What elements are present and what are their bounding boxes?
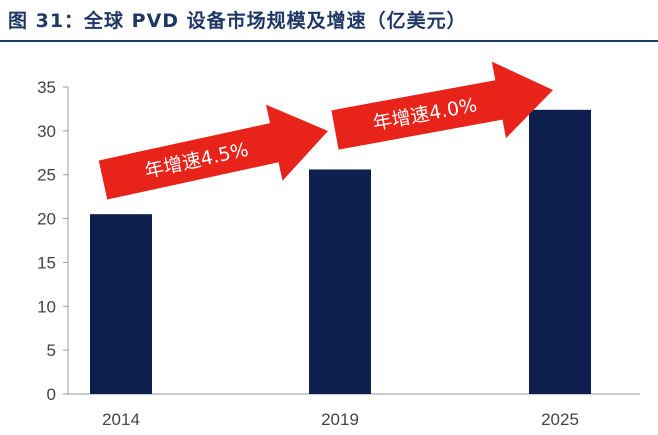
- x-tick-label: 2025: [541, 410, 579, 429]
- x-tick-label: 2014: [102, 410, 140, 429]
- y-tick-label: 0: [47, 385, 56, 404]
- y-tick-label: 10: [37, 297, 56, 316]
- figure-title: 图 31：全球 PVD 设备市场规模及增速（亿美元）: [8, 10, 467, 32]
- y-tick-label: 35: [37, 78, 56, 97]
- bar-2014: [90, 214, 152, 394]
- y-tick-label: 30: [37, 122, 56, 141]
- title-divider: [0, 40, 658, 42]
- growth-arrow-2019-2025: 年增速4.0%: [331, 61, 553, 150]
- y-tick-label: 15: [37, 253, 56, 272]
- growth-arrow-2019-2025-shape: [331, 61, 553, 150]
- bar-2025: [529, 109, 591, 394]
- x-tick-label: 2019: [321, 410, 359, 429]
- growth-arrow-2014-2019: 年增速4.5%: [98, 104, 328, 200]
- growth-arrow-2014-2019-shape: [98, 104, 328, 200]
- y-tick-label: 20: [37, 210, 56, 229]
- y-tick-label: 5: [47, 341, 56, 360]
- y-tick-label: 25: [37, 166, 56, 185]
- bar-2019: [309, 169, 371, 394]
- chart-bars: [90, 109, 591, 394]
